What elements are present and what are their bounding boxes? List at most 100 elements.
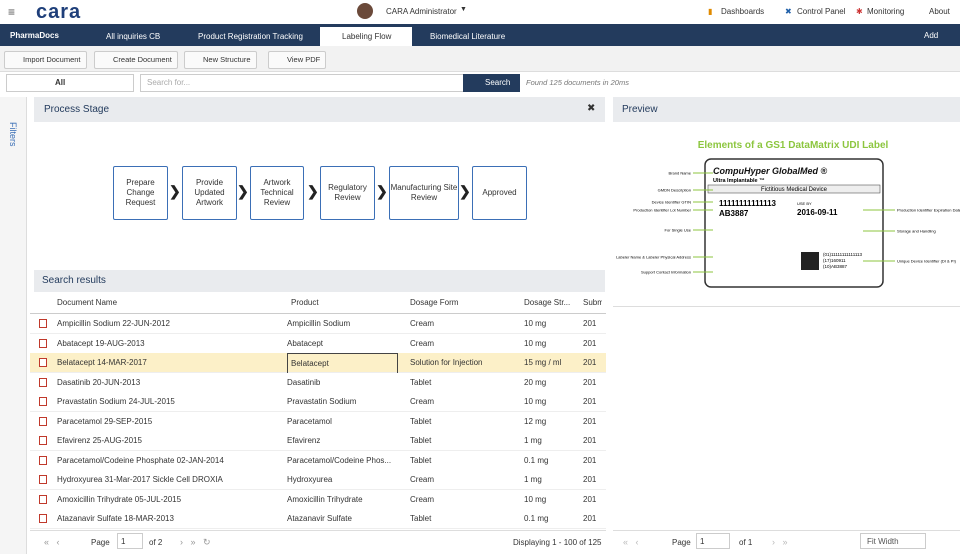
panel-title: Process Stage bbox=[44, 104, 110, 115]
cell: Tablet bbox=[410, 514, 432, 523]
cell: Ampicillin Sodium 22-JUN-2012 bbox=[57, 319, 170, 328]
tab-active[interactable]: Labeling Flow bbox=[342, 32, 392, 41]
add-button[interactable]: Add bbox=[924, 31, 939, 40]
pdf-icon bbox=[39, 358, 47, 367]
zoom-select[interactable]: Fit Width bbox=[860, 533, 926, 549]
column-header[interactable]: Document Name bbox=[57, 298, 118, 307]
cell: 10 mg bbox=[524, 319, 547, 328]
cell: 10 mg bbox=[524, 397, 547, 406]
callout-left: Device Identifier GTIN bbox=[652, 200, 691, 205]
cell: Abatacept bbox=[287, 338, 324, 348]
filters-toggle[interactable]: Filters bbox=[8, 122, 18, 147]
cell: 1 mg bbox=[524, 436, 542, 445]
callout-left: GMDN Description bbox=[658, 188, 691, 193]
page-of: of 1 bbox=[739, 538, 753, 547]
page-input[interactable]: 1 bbox=[696, 533, 730, 549]
tab[interactable]: All inquiries CB bbox=[106, 32, 161, 41]
logo[interactable]: cara bbox=[36, 1, 82, 23]
table-row[interactable]: Ampicillin Sodium 22-JUN-2012 Ampicillin … bbox=[30, 314, 606, 334]
cell: Cream bbox=[410, 494, 435, 504]
avatar[interactable] bbox=[357, 3, 373, 19]
toolbar-button[interactable]: Import Document bbox=[4, 51, 87, 69]
table-row[interactable]: Abatacept 19-AUG-2013 Abatacept Cream 10 mg… bbox=[30, 333, 606, 354]
label-useby: USE BY bbox=[797, 201, 812, 206]
cell: Amoxicillin Trihydrate 05-JUL-2015 bbox=[57, 494, 182, 504]
cell: Cream bbox=[410, 319, 435, 328]
cell: Belatacept 14-MAR-2017 bbox=[57, 358, 147, 367]
table-row[interactable]: Belatacept 14-MAR-2017 Belatacept Solution… bbox=[30, 353, 606, 374]
cell: 201 bbox=[583, 455, 597, 465]
pager-nav[interactable]: « ‹ bbox=[623, 537, 639, 547]
label-date: 2016-09-11 bbox=[797, 208, 838, 217]
stage-box[interactable]: Manufacturing Site Review bbox=[389, 166, 459, 220]
callout-left: Support Contact Information bbox=[641, 270, 691, 275]
cell: Tablet bbox=[410, 416, 432, 426]
pager-nav[interactable]: « ‹ bbox=[44, 537, 60, 547]
stage-box[interactable]: Artwork Technical Review bbox=[250, 166, 304, 220]
cell: 201 bbox=[583, 494, 597, 504]
pdf-icon bbox=[39, 494, 47, 504]
table-row[interactable]: Atazanavir Sulfate 18-MAR-2013 Atazanavir… bbox=[30, 509, 606, 529]
stage-box[interactable]: Regulatory Review bbox=[320, 166, 375, 220]
table-row[interactable]: Efavirenz 25-AUG-2015 Efavirenz Tablet 1 mg… bbox=[30, 431, 606, 451]
user-name[interactable]: CARA Administrator bbox=[386, 7, 457, 16]
active-tab-bg bbox=[320, 27, 412, 46]
pdf-icon bbox=[39, 475, 47, 484]
cell: Solution for Injection bbox=[410, 358, 483, 367]
menu-icon[interactable]: ≡ bbox=[8, 5, 16, 19]
callout-left: Brand Name bbox=[669, 171, 692, 176]
table-row[interactable]: Amoxicillin Trihydrate 05-JUL-2015 Amoxic… bbox=[30, 489, 606, 510]
search-input[interactable]: Search for... bbox=[140, 74, 466, 92]
column-header[interactable]: Product bbox=[291, 298, 319, 307]
table-row[interactable]: Dasatinib 20-JUN-2013 Dasatinib Tablet 20 m… bbox=[30, 372, 606, 393]
displaying: Displaying 1 - 100 of 125 bbox=[513, 538, 602, 547]
pager-nav[interactable]: › » bbox=[772, 537, 788, 547]
cell: 0.1 mg bbox=[524, 455, 549, 465]
toolbar-button[interactable]: Create Document bbox=[94, 51, 178, 69]
tab[interactable]: Product Registration Tracking bbox=[198, 32, 303, 41]
column-header[interactable]: Dosage Form bbox=[410, 298, 459, 307]
cell: Paracetamol bbox=[287, 416, 332, 426]
scope: All bbox=[55, 78, 66, 87]
stage-box[interactable]: Provide Updated Artwork bbox=[182, 166, 237, 220]
cell: Cream bbox=[410, 397, 435, 406]
table-row[interactable]: Paracetamol/Codeine Phosphate 02-JAN-201… bbox=[30, 450, 606, 471]
stage-box[interactable]: Prepare Change Request bbox=[113, 166, 168, 220]
label-gtin: 11111111111113 bbox=[719, 199, 777, 208]
cell: Cream bbox=[410, 338, 435, 348]
cell: 12 mg bbox=[524, 416, 547, 426]
nav-link[interactable]: Control Panel bbox=[797, 7, 846, 16]
page-input[interactable]: 1 bbox=[117, 533, 143, 549]
stage-arrow: ❯ bbox=[459, 183, 471, 199]
scope-select[interactable]: All bbox=[6, 74, 134, 92]
nav-link[interactable]: Monitoring bbox=[867, 7, 905, 16]
page-label: Page bbox=[91, 538, 110, 547]
toolbar-button[interactable]: View PDF bbox=[268, 51, 327, 69]
table-row[interactable]: Paracetamol 29-SEP-2015 Paracetamol Tablet… bbox=[30, 411, 606, 432]
cell: Paracetamol 29-SEP-2015 bbox=[57, 416, 153, 426]
cell: 20 mg bbox=[524, 377, 547, 387]
stage-arrow: ❯ bbox=[237, 183, 249, 199]
cell: 201 bbox=[583, 436, 597, 445]
panel-header bbox=[34, 97, 605, 122]
table-row[interactable]: Hydroxyurea 31-Mar-2017 Sickle Cell DROX… bbox=[30, 470, 606, 490]
cell: 10 mg bbox=[524, 494, 547, 504]
cell: Pravastatin Sodium bbox=[287, 397, 357, 406]
tab[interactable]: Biomedical Literature bbox=[430, 32, 506, 41]
column-header[interactable]: Subm bbox=[583, 298, 602, 307]
nav-link[interactable]: About bbox=[929, 7, 950, 16]
close-button[interactable]: ✖ bbox=[587, 103, 596, 114]
column-header[interactable]: Dosage Str... bbox=[524, 298, 571, 307]
nav-link[interactable]: Dashboards bbox=[721, 7, 765, 16]
pager-nav[interactable]: › » ↻ bbox=[180, 537, 211, 547]
app-menu[interactable]: PharmaDocs bbox=[10, 31, 59, 40]
tab-bar bbox=[0, 24, 960, 46]
toolbar-button[interactable]: New Structure bbox=[184, 51, 257, 69]
stage-arrow: ❯ bbox=[169, 183, 181, 199]
pdf-icon bbox=[39, 377, 47, 387]
table-row[interactable]: Pravastatin Sodium 24-JUL-2015 Pravastati… bbox=[30, 392, 606, 412]
stage-box[interactable]: Approved bbox=[472, 166, 527, 220]
search-button[interactable]: Search bbox=[463, 74, 520, 92]
label-lot: AB3887 bbox=[719, 209, 749, 218]
cell: Dasatinib 20-JUN-2013 bbox=[57, 377, 141, 387]
